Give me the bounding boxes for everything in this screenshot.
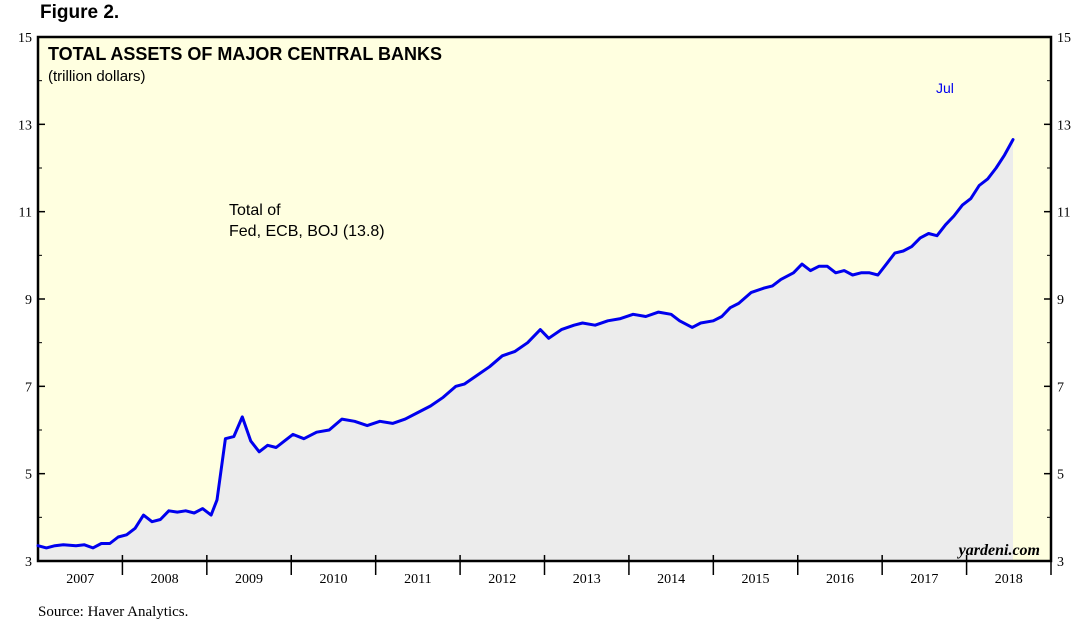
annotation-line-1: Total of (229, 202, 281, 219)
watermark: yardeni.com (957, 542, 1040, 559)
y-tick-label-right: 3 (1057, 555, 1064, 570)
x-year-label: 2011 (404, 572, 431, 587)
x-year-label: 2010 (319, 572, 347, 587)
x-year-label: 2016 (826, 572, 854, 587)
y-tick-label-right: 9 (1057, 293, 1064, 308)
chart-subtitle: (trillion dollars) (48, 68, 146, 85)
x-year-label: 2009 (235, 572, 263, 587)
end-label: Jul (936, 80, 954, 96)
figure-label: Figure 2. (40, 2, 120, 23)
y-tick-label-left: 3 (25, 555, 32, 570)
y-tick-label-right: 15 (1057, 31, 1071, 46)
y-tick-label-right: 13 (1057, 118, 1071, 133)
x-year-label: 2018 (995, 572, 1023, 587)
x-axis-ticks: 2007 2008 2009 2010 2011 2012 2013 2014 2015 2016… (66, 555, 1052, 587)
x-year-label: 2015 (742, 572, 770, 587)
x-year-label: 2012 (488, 572, 516, 587)
y-axis-ticks: 3 3 5 5 7 7 9 9 11 11 13 13 15 15 (18, 31, 1071, 570)
source-note: Source: Haver Analytics. (38, 604, 189, 620)
x-year-label: 2007 (66, 572, 94, 587)
x-year-label: 2013 (573, 572, 601, 587)
chart-svg: 3 3 5 5 7 7 9 9 11 11 13 13 15 15 2007 2008 2009 2010 201… (18, 31, 1071, 587)
y-tick-label-left: 11 (19, 206, 32, 221)
y-tick-label-right: 5 (1057, 468, 1064, 483)
y-tick-label-left: 5 (25, 468, 32, 483)
y-tick-label-left: 13 (18, 118, 32, 133)
y-tick-label-left: 9 (25, 293, 32, 308)
series-area-fill (38, 139, 1013, 561)
y-tick-label-left: 7 (25, 380, 32, 395)
y-tick-label-right: 7 (1057, 380, 1064, 395)
x-year-label: 2008 (151, 572, 179, 587)
y-tick-label-left: 15 (18, 31, 32, 46)
x-year-label: 2017 (910, 572, 938, 587)
annotation-line-2: Fed, ECB, BOJ (13.8) (229, 223, 385, 240)
x-year-label: 2014 (657, 572, 685, 587)
y-tick-label-right: 11 (1057, 206, 1070, 221)
series-line (36, 138, 1015, 550)
chart-title: TOTAL ASSETS OF MAJOR CENTRAL BANKS (48, 44, 442, 64)
